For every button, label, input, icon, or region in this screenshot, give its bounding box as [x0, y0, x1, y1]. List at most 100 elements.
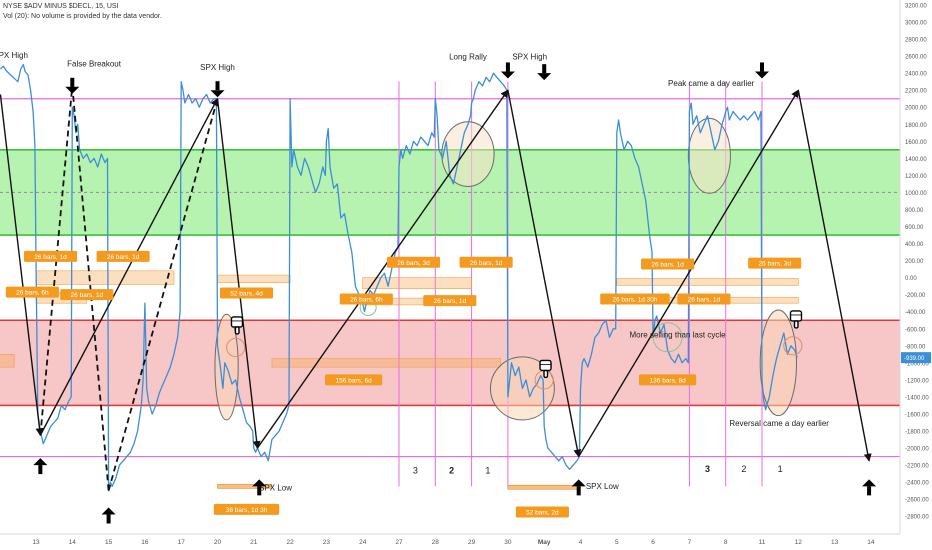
annotation-text: Long Rally — [449, 53, 487, 62]
range-bar — [507, 484, 581, 490]
cycle-number: 2 — [449, 466, 454, 476]
arrow-up-icon — [862, 479, 877, 496]
x-tick-label: 7 — [688, 539, 692, 546]
arrow-shaft — [505, 62, 510, 72]
duration-label: 136 bars, 8d — [650, 377, 687, 384]
y-tick-label: 2400.00 — [905, 72, 927, 78]
trend-line — [256, 89, 509, 449]
pointing-hand-icon — [230, 316, 244, 335]
duration-label-box — [386, 256, 441, 268]
x-tick-label: 11 — [759, 539, 766, 546]
range-band — [271, 358, 501, 368]
duration-label: 26 bars, 1d — [434, 298, 467, 305]
hand-finger — [543, 369, 549, 379]
y-tick-label: -2400.00 — [905, 481, 929, 487]
annotation-text: SPX High — [200, 63, 235, 72]
dashed-trend-line — [107, 98, 219, 491]
y-tick-label: -800.00 — [905, 344, 926, 350]
duration-label-box — [5, 286, 59, 298]
x-tick-label: 13 — [831, 539, 839, 546]
trend-line — [216, 98, 261, 450]
duration-label: 26 bars, 1d — [107, 254, 140, 261]
range-band — [0, 354, 15, 368]
duration-label-box — [639, 374, 697, 386]
duration-label-box — [515, 506, 569, 518]
y-tick-label: 1800.00 — [905, 123, 927, 129]
hand-palm — [230, 316, 244, 328]
y-tick-label: 3000.00 — [905, 21, 927, 27]
annotation-text: SPX Low — [586, 482, 619, 491]
y-tick-label: -2000.00 — [905, 447, 929, 453]
arrow-down-icon — [755, 62, 769, 79]
cycle-number: 2 — [741, 464, 746, 474]
y-tick-label: -400.00 — [905, 310, 926, 316]
x-tick-label: 20 — [214, 539, 222, 546]
arrow-up-icon — [571, 479, 586, 496]
y-tick-label: 1600.00 — [905, 140, 927, 146]
arrow-head — [571, 479, 586, 487]
arrow-down-icon — [210, 81, 225, 98]
arrow-head — [500, 71, 515, 79]
annotation-text: SPX Low — [259, 484, 292, 493]
x-axis: 13 14 15 16 17 20 21 22 23 24 27 28 29 30 May 4 5 6 7 8 11 12… — [0, 533, 932, 550]
plot-area: 3 2 1 3 2 1 26 bars, 1d 26 bars, 6h 26 bars, 1d 2… — [0, 51, 900, 524]
arrow-head — [33, 458, 48, 466]
arrow-head — [101, 507, 116, 515]
y-tick-label: -1000.00 — [905, 361, 929, 367]
range-band — [362, 277, 472, 290]
y-tick-label: 800.00 — [905, 208, 924, 214]
y-tick-label: -2600.00 — [905, 498, 929, 504]
annotation-text: False Breakout — [67, 59, 122, 68]
annotation-text: SPX High — [0, 51, 28, 60]
duration-label-box — [339, 293, 393, 305]
range-band — [616, 278, 799, 286]
hand-palm — [539, 359, 552, 372]
hand-finger — [234, 326, 240, 335]
x-tick-label: 17 — [178, 539, 186, 546]
duration-label-box — [60, 289, 114, 301]
marker-circle — [783, 336, 803, 356]
x-tick-label: 8 — [724, 539, 728, 546]
duration-label-box — [219, 287, 274, 299]
arrow-up-icon — [252, 479, 267, 496]
x-tick-label: 6 — [651, 539, 655, 546]
trend-line — [39, 97, 219, 436]
cycle-number: 3 — [413, 466, 418, 476]
duration-label: 38 bars, 1d 3h — [226, 507, 268, 514]
y-tick-label: 2600.00 — [905, 55, 927, 61]
arrow-shaft — [867, 486, 872, 496]
y-tick-label: 400.00 — [905, 242, 924, 248]
marker-circle — [226, 337, 246, 358]
x-tick-label: 28 — [432, 539, 440, 546]
y-axis: 3200.00 3000.00 2800.00 2600.00 2400.00 2200.… — [899, 0, 932, 550]
duration-label: 26 bars, 1d 30h — [612, 296, 658, 303]
cycle-number: 1 — [485, 466, 490, 476]
volume-header: Vol (20): No volume is provided by the d… — [3, 13, 162, 20]
arrow-down-icon — [65, 77, 80, 94]
duration-label-box — [677, 293, 731, 305]
arrow-up-icon — [33, 458, 48, 475]
arrow-head — [862, 479, 877, 487]
arrow-down-icon — [500, 62, 515, 79]
arrow-up-icon — [101, 507, 116, 524]
x-tick-label: 12 — [795, 539, 803, 546]
duration-label: 26 bars, 1d — [688, 296, 721, 303]
x-tick-label: 29 — [468, 539, 476, 546]
duration-label: 26 bars, 6h — [16, 290, 49, 297]
cycle-number: 3 — [705, 464, 710, 474]
last-value-badge — [901, 352, 931, 364]
y-tick-label: -2800.00 — [905, 515, 929, 521]
x-tick-label: 30 — [504, 539, 512, 546]
range-bar — [217, 484, 273, 489]
duration-label-box — [325, 374, 383, 386]
duration-label: 26 bars, 1d — [34, 254, 67, 261]
arrow-head — [210, 90, 225, 98]
annotation-text: More selling than last cycle — [630, 330, 727, 339]
trend-line — [507, 90, 582, 458]
highlight-ellipse — [759, 309, 797, 417]
x-tick-label: 14 — [69, 539, 77, 546]
y-tick-label: -1800.00 — [905, 430, 929, 436]
arrow-shaft — [106, 514, 111, 524]
duration-label: 26 bars, 1d — [470, 260, 503, 267]
